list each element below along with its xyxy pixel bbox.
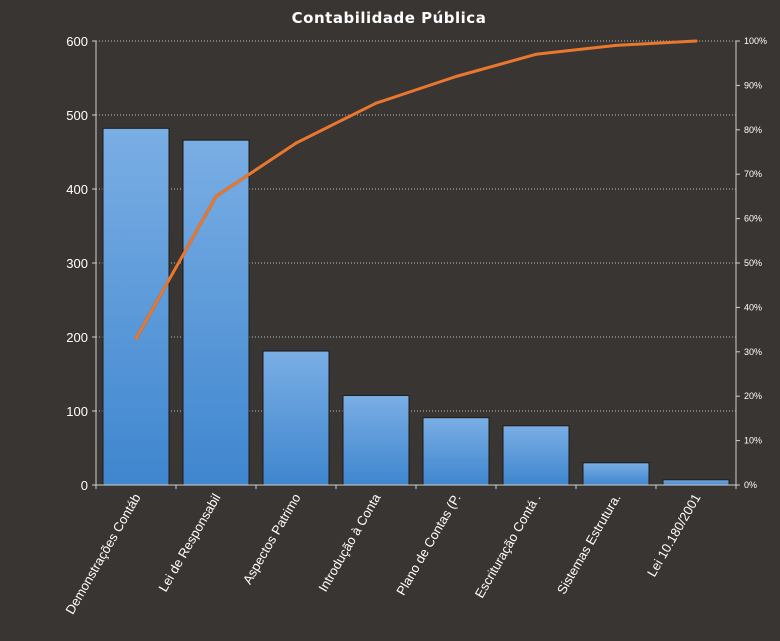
y2-tick-label: 100% bbox=[744, 36, 767, 46]
y2-tick-label: 20% bbox=[744, 391, 762, 401]
y-tick-label: 300 bbox=[66, 256, 88, 271]
x-tick-label: Introdução à Conta bbox=[315, 490, 384, 594]
x-tick-label: Aspectos Patrimo bbox=[240, 491, 304, 587]
bar bbox=[422, 417, 490, 486]
cumulative-point bbox=[374, 101, 378, 105]
bar-series bbox=[102, 127, 730, 486]
y2-tick-label: 0% bbox=[744, 480, 757, 490]
y2-tick-label: 90% bbox=[744, 80, 762, 90]
y-tick-label: 400 bbox=[66, 182, 88, 197]
y2-tick-label: 80% bbox=[744, 125, 762, 135]
x-tick-label: Escrituração Contá . bbox=[472, 491, 544, 601]
y2-tick-label: 50% bbox=[744, 258, 762, 268]
y-tick-label: 100 bbox=[66, 404, 88, 419]
chart-title: Contabilidade Pública bbox=[292, 9, 487, 27]
cumulative-point bbox=[534, 52, 538, 56]
cumulative-line-series bbox=[134, 39, 698, 340]
y2-tick-label: 60% bbox=[744, 214, 762, 224]
x-tick-label: Plano de Contas (P. bbox=[393, 491, 463, 598]
cumulative-point bbox=[214, 194, 218, 198]
y2-axis-ticks: 0% 10% 20% 30% 40% 50% 60% 70% 80% 90% 100% bbox=[736, 36, 767, 490]
y-axis-ticks: 0 100 200 300 400 500 600 bbox=[66, 34, 96, 493]
y-tick-label: 500 bbox=[66, 108, 88, 123]
y2-tick-label: 70% bbox=[744, 169, 762, 179]
cumulative-line bbox=[134, 39, 698, 340]
bar bbox=[582, 462, 650, 486]
bar bbox=[502, 425, 570, 486]
x-tick-label: Sistemas Estrutura. bbox=[554, 491, 624, 597]
y2-tick-label: 10% bbox=[744, 436, 762, 446]
y2-tick-label: 40% bbox=[744, 302, 762, 312]
y-tick-label: 200 bbox=[66, 330, 88, 345]
bar bbox=[342, 394, 410, 486]
bar bbox=[662, 479, 730, 486]
cumulative-point bbox=[694, 39, 698, 43]
x-axis-ticks: Demonstrações Contáb Lei de Responsabil As… bbox=[62, 490, 703, 616]
y-tick-label: 600 bbox=[66, 34, 88, 49]
x-tick-label: Demonstrações Contáb bbox=[62, 491, 143, 617]
bar bbox=[102, 127, 170, 486]
cumulative-point bbox=[134, 336, 138, 340]
bar bbox=[182, 139, 250, 486]
x-tick-label: Lei de Responsabil bbox=[155, 491, 223, 594]
y2-tick-label: 30% bbox=[744, 347, 762, 357]
x-tick-label: Lei 10.180/2001 bbox=[644, 491, 704, 579]
y-tick-label: 0 bbox=[81, 478, 88, 493]
cumulative-point bbox=[294, 141, 298, 145]
cumulative-point bbox=[454, 75, 458, 79]
bar bbox=[262, 350, 330, 486]
cumulative-point bbox=[614, 43, 618, 47]
